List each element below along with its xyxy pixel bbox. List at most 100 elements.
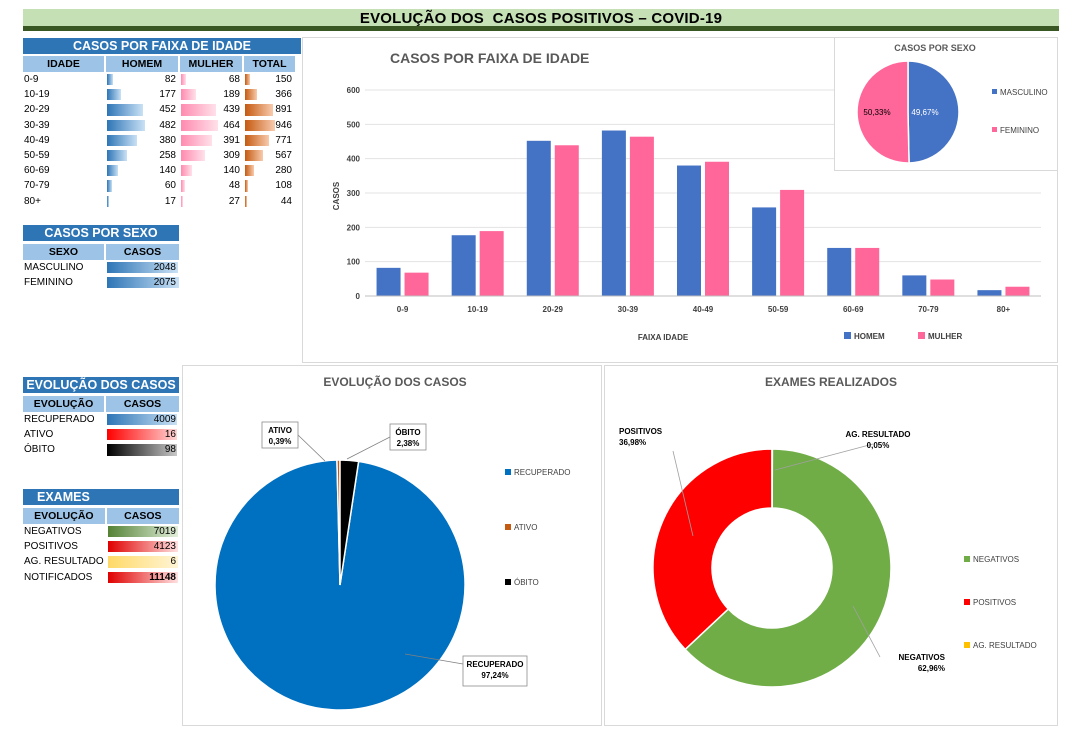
sex-table: SEXO CASOS MASCULINO 2048 FEMININO 2075 <box>23 244 179 290</box>
evolution-recuperado-label-line: RECUPERADO <box>467 660 524 669</box>
evolution-table-heading: EVOLUÇÃO DOS CASOS <box>23 377 179 393</box>
sex-legend-label-feminino: FEMININO <box>1000 126 1039 135</box>
exams-donut-panel: EXAMES REALIZADOS POSITIVOS 36,98% AG. RESU… <box>604 365 1058 726</box>
age-data-bar <box>107 104 143 116</box>
x-axis-label: FAIXA IDADE <box>638 333 689 342</box>
age-value: 44 <box>243 194 295 209</box>
evolution-row-ativo: ATIVO 16 <box>23 427 179 442</box>
x-tick-label: 70-79 <box>918 305 939 314</box>
age-value-text: 258 <box>159 150 176 162</box>
y-tick-label: 100 <box>347 258 361 267</box>
sex-row-masculino: MASCULINO 2048 <box>23 260 179 275</box>
exams-label: NOTIFICADOS <box>24 571 93 583</box>
exams-label: NEGATIVOS <box>24 526 82 538</box>
age-label: 70-79 <box>24 180 50 192</box>
age-col-total: TOTAL <box>243 56 295 72</box>
sex-legend-swatch-masculino <box>992 89 997 94</box>
age-data-bar <box>107 134 137 146</box>
evolution-data-bar <box>107 429 177 441</box>
age-data-bar <box>181 104 216 116</box>
evolution-value: 16 <box>105 427 179 442</box>
age-row-70-79: 70-79 60 48 108 <box>23 178 295 193</box>
age-col-mulher: MULHER <box>179 56 244 72</box>
age-value-text: 946 <box>275 119 292 131</box>
age-data-bar <box>245 134 269 146</box>
age-data-bar <box>245 74 250 86</box>
age-value: 177 <box>105 87 179 102</box>
exams-negativos-label-line: NEGATIVOS <box>898 653 945 662</box>
evolution-data-bar <box>107 444 177 456</box>
age-label: 40-49 <box>24 134 50 146</box>
exams-data-bar <box>107 541 178 553</box>
evolution-obito-label-line: 2,38% <box>397 439 420 448</box>
age-value: 309 <box>179 148 243 163</box>
x-tick-label: 80+ <box>997 305 1011 314</box>
age-value-text: 309 <box>223 150 240 162</box>
sex-value-text: 2075 <box>153 277 176 289</box>
age-data-bar <box>245 104 273 116</box>
age-col-homem: HOMEM <box>105 56 180 72</box>
evolution-ativo-label-box <box>261 421 299 449</box>
bar-homem-80 <box>977 290 1002 296</box>
age-value-text: 567 <box>275 150 292 162</box>
age-value: 150 <box>243 72 295 87</box>
exams-value: 4123 <box>106 539 179 554</box>
age-label: 50-59 <box>24 150 50 162</box>
x-tick-label: 40-49 <box>693 305 714 314</box>
evolution-obito-label-line: ÓBITO <box>395 428 420 437</box>
exams-value-text: 4123 <box>153 541 176 553</box>
bar-chart-title: CASOS POR FAIXA DE IDADE <box>390 50 589 66</box>
age-value-text: 140 <box>159 165 176 177</box>
evolution-row-obito: ÓBITO 98 <box>23 442 179 457</box>
y-tick-label: 400 <box>347 155 361 164</box>
age-value-text: 391 <box>223 134 240 146</box>
age-row-60-69: 60-69 140 140 280 <box>23 163 295 178</box>
evolution-legend-swatch-recuperado <box>505 469 511 475</box>
age-value: 189 <box>179 87 243 102</box>
age-data-bar <box>245 89 257 101</box>
age-value-text: 60 <box>164 180 176 192</box>
evolution-ativo-leader-line <box>297 434 326 462</box>
exams-value: 6 <box>106 554 179 569</box>
evolution-legend-label-recuperado: RECUPERADO <box>514 468 570 477</box>
age-data-bar <box>245 165 254 177</box>
sex-col-casos: CASOS <box>105 244 179 260</box>
legend-swatch-homem <box>844 332 851 339</box>
bar-homem-20-29 <box>526 140 551 296</box>
exams-negativos-label-line: 62,96% <box>918 664 945 673</box>
age-value: 68 <box>179 72 243 87</box>
evolution-value-text: 4009 <box>153 414 176 426</box>
exams-ag-resultado-label-line: AG. RESULTADO <box>845 430 910 439</box>
bar-mulher-0-9 <box>404 272 429 296</box>
age-row-40-49: 40-49 380 391 771 <box>23 133 295 148</box>
age-data-bar <box>181 195 183 207</box>
bar-homem-0-9 <box>376 267 401 296</box>
evolution-pie-chart: EVOLUÇÃO DOS CASOS ATIVO 0,39% ÓBITO 2,38% RE… <box>214 374 570 711</box>
y-axis-label: CASOS <box>332 181 341 210</box>
age-value-text: 48 <box>228 180 240 192</box>
age-data-bar <box>107 180 112 192</box>
exams-donut-chart: EXAMES REALIZADOS POSITIVOS 36,98% AG. RESU… <box>619 375 1037 688</box>
exams-positivos-leader-line <box>672 450 694 537</box>
bar-mulher-10-19 <box>479 231 504 296</box>
age-value-text: 108 <box>275 180 292 192</box>
bar-mulher-40-49 <box>705 161 729 296</box>
age-data-bar <box>245 149 263 162</box>
bar-mulher-70-79 <box>930 279 955 296</box>
exams-row-notificados: NOTIFICADOS 11148 <box>23 570 179 585</box>
y-tick-label: 0 <box>356 292 361 301</box>
evolution-row-recuperado: RECUPERADO 4009 <box>23 412 179 427</box>
age-value: 108 <box>243 178 295 193</box>
bar-homem-30-39 <box>601 130 626 296</box>
exams-legend-label-ag-resultado: AG. RESULTADO <box>973 641 1037 650</box>
age-table: IDADE HOMEM MULHER TOTAL 0-9 82 68 150 10-19… <box>23 56 295 209</box>
legend-label-homem: HOMEM <box>854 332 885 341</box>
age-value: 391 <box>179 133 243 148</box>
age-row-20-29: 20-29 452 439 891 <box>23 102 295 117</box>
exams-donut-title: EXAMES REALIZADOS <box>765 375 897 389</box>
exams-col-evolucao: EVOLUÇÃO <box>23 508 107 524</box>
exams-row-negativos: NEGATIVOS 7019 <box>23 524 179 539</box>
exams-positivos-label-line: 36,98% <box>619 438 646 447</box>
age-value: 771 <box>243 133 295 148</box>
age-label: 30-39 <box>24 119 50 131</box>
